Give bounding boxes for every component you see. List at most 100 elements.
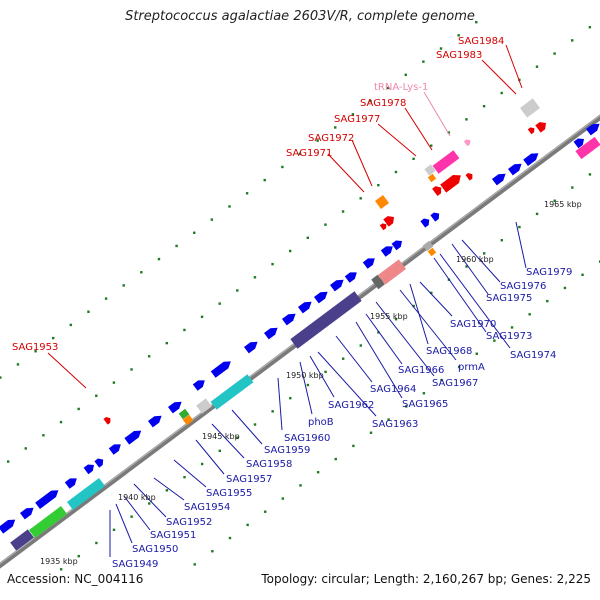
forward-gene [585,123,600,136]
grid-dot [405,405,408,408]
gene-feature-green [28,506,68,538]
grid-dot [130,368,133,371]
leader-line [515,221,527,269]
gene-feature-orange [375,195,389,209]
gene-label: SAG1977 [334,114,380,125]
grid-dot [0,376,2,379]
grid-dot [341,210,345,213]
grid-dot [299,484,302,487]
grid-dot [387,418,390,421]
grid-dot [264,510,267,513]
grid-dot [130,515,133,518]
leader-line [335,335,373,383]
grid-dot [281,165,284,169]
grid-dot [122,284,125,287]
gene-feature-pink [377,259,407,285]
grid-dot [236,436,239,439]
grid-dot [553,52,556,55]
forward-gene [523,153,539,166]
leader-line [365,313,403,365]
gene-feature-grey-small [424,164,436,176]
grid-dot [482,252,486,255]
grid-dot [218,449,221,453]
grid-dot [183,328,186,332]
grid-dot [412,157,415,161]
grid-dot [42,434,45,437]
grid-dot [493,339,496,342]
forward-gene [35,490,59,509]
leader-lines [47,44,527,557]
grid-dot [377,183,380,187]
grid-dot [245,192,249,195]
gene-label: SAG1967 [432,378,478,389]
gene-label: SAG1973 [486,331,532,342]
gene-feature-magenta [575,136,600,160]
grid-dot [200,462,204,466]
leader-line [399,289,457,361]
forward-gene [281,313,296,326]
gene-feature-purple [290,291,362,349]
grid-dot [95,394,98,397]
gene-label: SAG1952 [166,517,212,528]
grid-dot [324,223,327,226]
leader-line [327,153,365,193]
leader-line [317,351,377,417]
gene-feature-orange-small [182,414,194,426]
leader-line [195,439,225,475]
gene-label: SAG1958 [246,459,292,470]
gene-label: SAG1959 [264,445,310,456]
grid-dot [457,365,461,369]
gene-features [0,98,600,551]
grid-dot [165,341,168,345]
grid-dot [77,407,80,411]
grid-dot [236,289,239,292]
leader-line [133,483,167,518]
forward-gene [167,401,182,414]
forward-gene [297,301,312,314]
gene-label: SAG1978 [360,98,406,109]
grid-dot [148,502,151,505]
grid-dot [316,139,319,142]
leader-line [433,257,487,333]
forward-gene [430,212,440,222]
grid-dot [465,118,468,121]
leader-line [211,423,245,459]
leader-line [419,281,453,317]
grid-dot [369,431,373,434]
grid-dot [598,260,600,263]
gene-label: SAG1965 [402,399,448,410]
gene-label: SAG1962 [328,400,374,411]
gene-label: phoB [308,417,334,428]
grid-dot [588,26,592,29]
grid-dot [246,523,249,527]
leader-line [404,107,433,151]
grid-dot [95,541,98,545]
grid-dot [334,457,337,461]
grid-dot [147,355,151,358]
grid-dot [69,323,73,327]
forward-gene [192,380,205,391]
grid-dot [457,34,460,37]
gene-feature-grey [520,98,540,118]
grid-dot [228,205,231,208]
grid-dot [510,326,514,329]
grid-dot [289,396,292,400]
leader-line [351,139,373,187]
tick-label: 1935 kbp [40,557,78,566]
grid-dot [465,265,468,268]
grid-dot [430,144,433,147]
forward-gene [210,361,231,378]
leader-line [299,361,313,415]
grid-dot [288,249,292,253]
gene-label: SAG1950 [132,544,178,555]
grid-dot [193,563,196,566]
grid-dot [210,218,214,221]
leader-line [423,91,451,137]
gene-label: SAG1976 [500,281,546,292]
leader-line [461,239,501,283]
grid-dot [218,302,221,305]
tick-label: 1965 kbp [544,200,582,209]
grid-dot [112,381,116,384]
grid-dot [546,299,549,303]
grid-dot [87,310,90,313]
